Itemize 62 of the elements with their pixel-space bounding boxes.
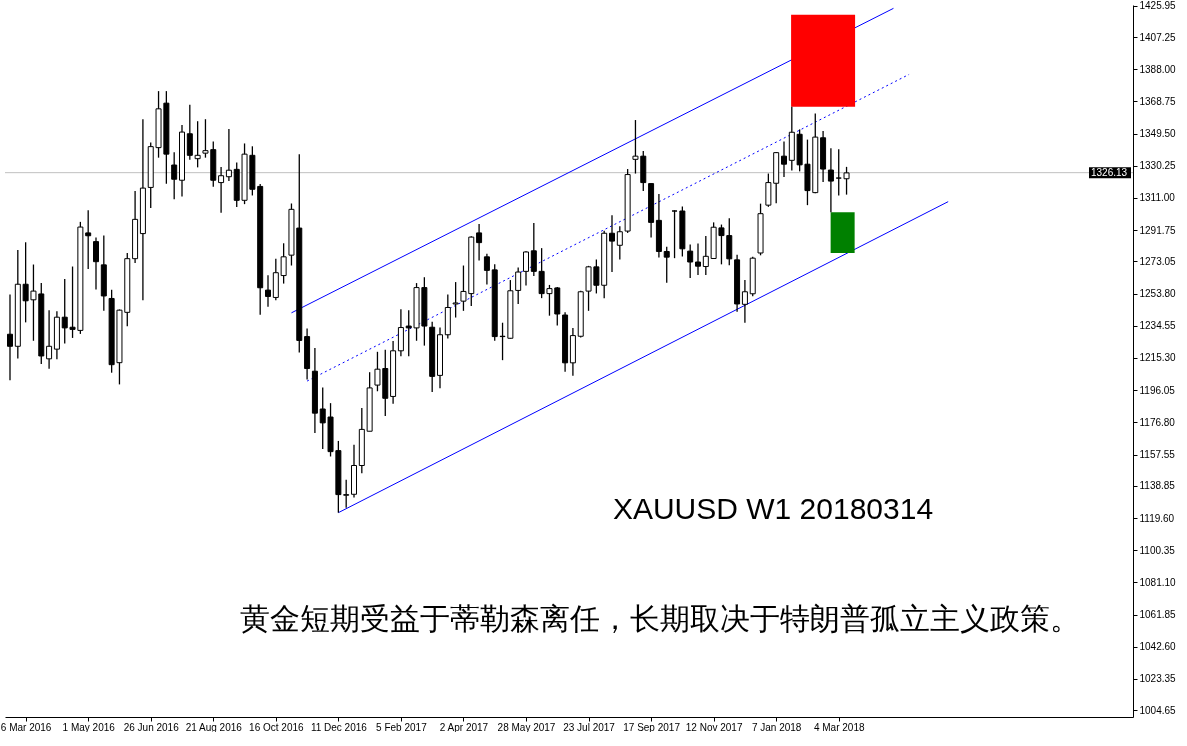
y-tick-label: 1407.25 — [1139, 31, 1177, 43]
candlestick — [687, 243, 694, 279]
y-tick-label: 1119.60 — [1139, 512, 1175, 524]
x-tick-label: 23 Jul 2017 — [563, 721, 616, 733]
x-tick-label: 12 Nov 2017 — [685, 721, 743, 733]
candlestick — [843, 166, 850, 196]
x-tick-label: 7 Jan 2018 — [751, 721, 802, 733]
y-tick-label: 1215.30 — [1139, 352, 1177, 364]
annotation: 黄金短期受益于蒂勒森离任，长期取决于特朗普孤立主义政策。 — [240, 602, 1080, 635]
x-tick-label: 1 May 2016 — [62, 721, 116, 733]
candlestick — [218, 166, 225, 214]
x-tick-label: 11 Dec 2016 — [310, 721, 368, 733]
candlestick — [671, 209, 678, 259]
candlestick — [452, 281, 459, 319]
y-tick-label: 1196.05 — [1139, 384, 1176, 396]
y-tick-label: 1023.35 — [1139, 673, 1177, 685]
candlestick — [265, 274, 271, 308]
x-tick-label: 28 May 2017 — [497, 721, 556, 733]
candlestick — [171, 151, 178, 200]
y-tick-label: 1311.00 — [1139, 192, 1176, 204]
x-tick-label: 16 Oct 2016 — [249, 721, 304, 733]
x-tick-label: 5 Feb 2017 — [376, 721, 428, 733]
candlestick — [523, 250, 529, 287]
y-tick-label: 1081.10 — [1139, 576, 1177, 588]
candlestick — [695, 242, 701, 276]
candlestick — [827, 147, 834, 213]
y-tick-label: 1368.75 — [1139, 95, 1177, 107]
x-tick-label: 17 Sep 2017 — [623, 721, 681, 733]
candlestick — [46, 309, 53, 370]
y-tick-label: 1234.55 — [1139, 320, 1177, 332]
y-tick-label: 1253.80 — [1139, 288, 1177, 300]
y-tick-label: 1273.05 — [1139, 255, 1177, 267]
y-tick-label: 1388.00 — [1139, 63, 1177, 75]
candlestick — [781, 140, 787, 178]
annotation: XAUUSD W1 20180314 — [612, 492, 934, 525]
x-tick-label: 26 Jun 2016 — [123, 721, 180, 733]
candlestick — [663, 245, 670, 284]
candlestick — [397, 308, 404, 357]
x-tick-label: 4 Mar 2018 — [813, 721, 865, 733]
y-tick-label: 1061.85 — [1139, 609, 1177, 621]
y-tick-label: 1157.55 — [1139, 449, 1176, 461]
candlestick — [225, 128, 232, 182]
y-tick-label: 1042.60 — [1139, 641, 1177, 653]
candlestick — [476, 223, 483, 262]
x-tick-label: 2 Apr 2017 — [439, 721, 489, 733]
x-tick-label: 6 Mar 2016 — [0, 721, 52, 733]
y-tick-label: 1291.75 — [1139, 224, 1177, 236]
candlestick — [835, 148, 842, 197]
candlestick — [741, 279, 748, 324]
candlestick — [483, 253, 490, 286]
y-tick-label: 1176.80 — [1139, 416, 1176, 428]
y-tick-label: 1330.25 — [1139, 160, 1177, 172]
y-tick-label: 1349.50 — [1139, 128, 1177, 140]
y-tick-label: 1004.65 — [1139, 704, 1177, 716]
x-tick-label: 21 Aug 2016 — [185, 721, 243, 733]
y-tick-label: 1100.35 — [1139, 544, 1176, 556]
candlestick — [609, 214, 615, 273]
candlestick — [93, 236, 99, 291]
y-tick-label: 1425.95 — [1139, 0, 1177, 12]
y-tick-label: 1138.85 — [1139, 480, 1176, 492]
ref-line-label: 1326.13 — [1091, 166, 1128, 178]
candlestick — [7, 293, 13, 381]
